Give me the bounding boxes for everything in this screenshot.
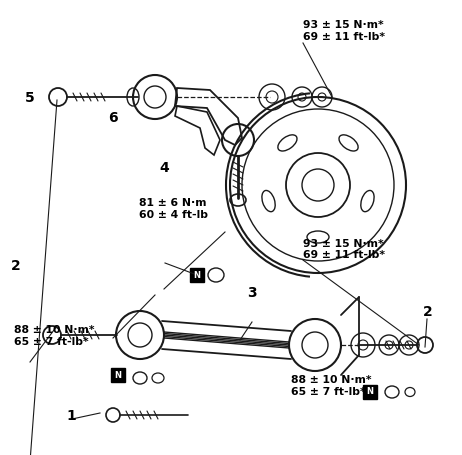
Text: 6: 6 (109, 111, 118, 125)
FancyBboxPatch shape (190, 268, 204, 282)
Text: 88 ± 10 N·m*
65 ± 7 ft-lb*: 88 ± 10 N·m* 65 ± 7 ft-lb* (14, 325, 94, 347)
Text: 93 ± 15 N·m*
69 ± 11 ft-lb*: 93 ± 15 N·m* 69 ± 11 ft-lb* (303, 20, 384, 42)
Text: 81 ± 6 N·m
60 ± 4 ft-lb: 81 ± 6 N·m 60 ± 4 ft-lb (139, 198, 207, 219)
FancyBboxPatch shape (111, 368, 125, 382)
Text: 3: 3 (247, 287, 256, 300)
Text: N: N (366, 388, 373, 396)
Text: 93 ± 15 N·m*
69 ± 11 ft-lb*: 93 ± 15 N·m* 69 ± 11 ft-lb* (303, 239, 384, 260)
Text: 88 ± 10 N·m*
65 ± 7 ft-lb*: 88 ± 10 N·m* 65 ± 7 ft-lb* (291, 375, 371, 397)
Text: 4: 4 (159, 162, 169, 175)
Text: N: N (115, 370, 122, 379)
Text: 2: 2 (422, 305, 432, 318)
Text: 5: 5 (25, 91, 35, 105)
Text: N: N (194, 271, 201, 279)
Text: 1: 1 (67, 410, 77, 423)
Text: 2: 2 (11, 259, 21, 273)
FancyBboxPatch shape (363, 385, 377, 399)
